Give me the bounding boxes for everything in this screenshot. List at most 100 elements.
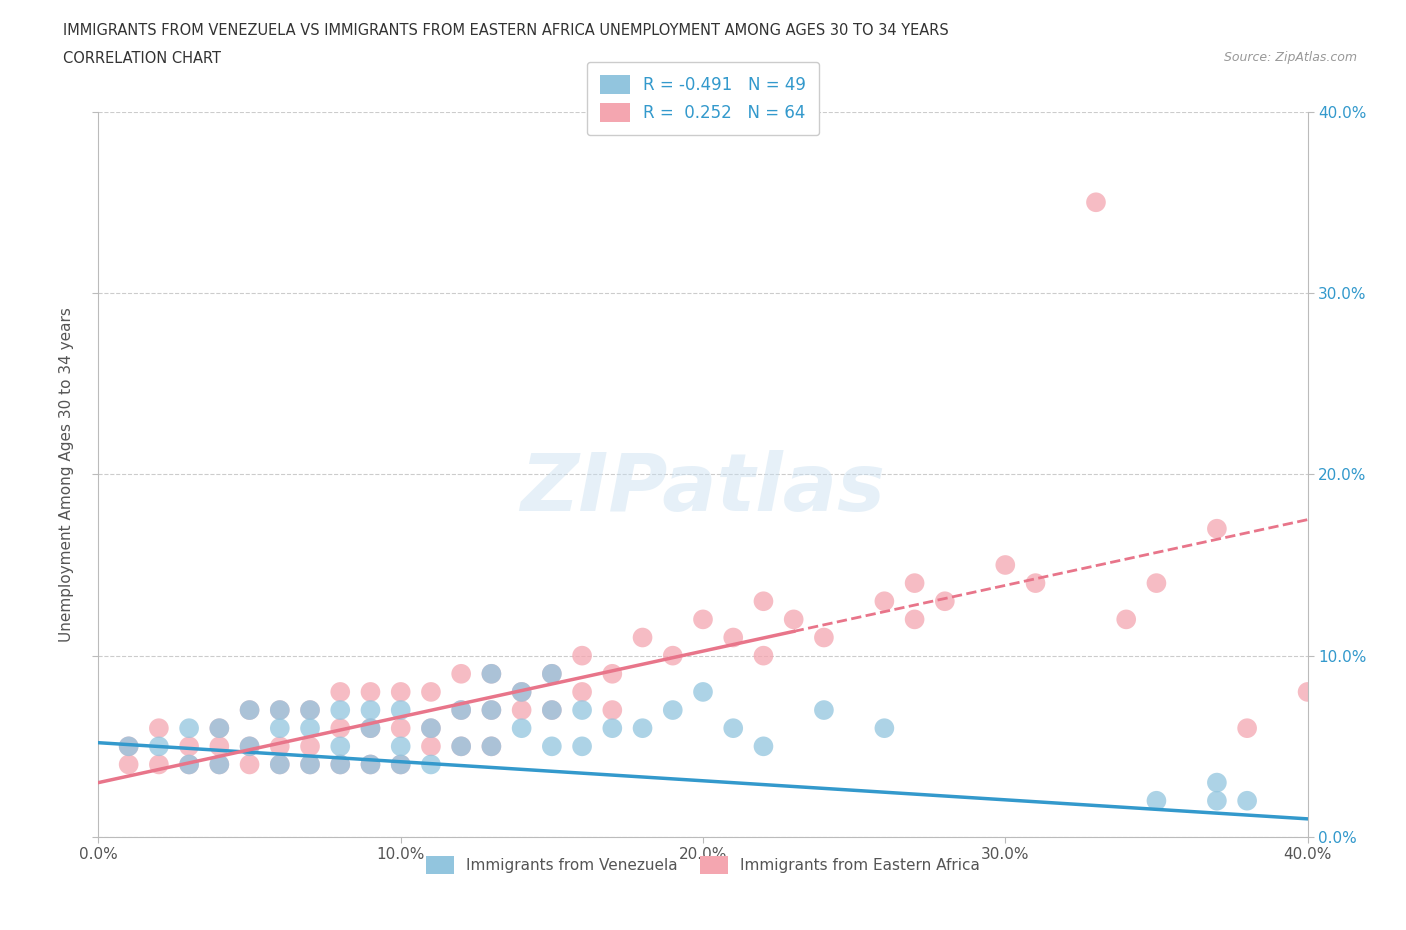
Point	[1206, 776, 1229, 790]
Point	[389, 757, 412, 772]
Point	[481, 667, 503, 682]
Point	[602, 667, 624, 682]
Point	[299, 703, 322, 718]
Point	[752, 648, 775, 663]
Point	[389, 703, 412, 718]
Point	[179, 757, 201, 772]
Point	[1144, 576, 1167, 591]
Point	[540, 738, 562, 753]
Point	[571, 738, 593, 753]
Legend: Immigrants from Venezuela, Immigrants from Eastern Africa: Immigrants from Venezuela, Immigrants fr…	[420, 850, 986, 880]
Point	[904, 612, 927, 627]
Point	[269, 721, 291, 736]
Point	[602, 703, 624, 718]
Point	[389, 721, 412, 736]
Point	[118, 738, 141, 753]
Point	[239, 738, 262, 753]
Point	[1296, 684, 1319, 699]
Point	[510, 721, 533, 736]
Point	[360, 757, 382, 772]
Point	[118, 738, 141, 753]
Text: ZIPatlas: ZIPatlas	[520, 450, 886, 528]
Point	[299, 721, 322, 736]
Point	[148, 738, 170, 753]
Point	[783, 612, 806, 627]
Point	[420, 738, 443, 753]
Point	[481, 703, 503, 718]
Point	[420, 721, 443, 736]
Point	[631, 631, 654, 645]
Point	[269, 738, 291, 753]
Point	[239, 738, 262, 753]
Point	[661, 703, 683, 718]
Point	[299, 757, 322, 772]
Point	[1024, 576, 1046, 591]
Point	[360, 721, 382, 736]
Point	[540, 667, 562, 682]
Point	[661, 648, 683, 663]
Point	[752, 594, 775, 609]
Point	[329, 684, 352, 699]
Point	[299, 738, 322, 753]
Point	[481, 703, 503, 718]
Point	[118, 757, 141, 772]
Point	[602, 721, 624, 736]
Point	[269, 757, 291, 772]
Point	[329, 738, 352, 753]
Point	[540, 703, 562, 718]
Point	[389, 684, 412, 699]
Point	[450, 667, 472, 682]
Point	[329, 757, 352, 772]
Point	[269, 703, 291, 718]
Point	[752, 738, 775, 753]
Point	[420, 721, 443, 736]
Point	[571, 648, 593, 663]
Point	[420, 684, 443, 699]
Point	[360, 684, 382, 699]
Point	[239, 703, 262, 718]
Point	[1144, 793, 1167, 808]
Point	[723, 631, 745, 645]
Point	[329, 703, 352, 718]
Point	[481, 667, 503, 682]
Point	[269, 757, 291, 772]
Point	[329, 757, 352, 772]
Point	[481, 738, 503, 753]
Point	[540, 703, 562, 718]
Point	[631, 721, 654, 736]
Point	[904, 576, 927, 591]
Text: CORRELATION CHART: CORRELATION CHART	[63, 51, 221, 66]
Point	[450, 703, 472, 718]
Point	[813, 631, 835, 645]
Point	[873, 594, 896, 609]
Point	[148, 721, 170, 736]
Point	[723, 721, 745, 736]
Text: Source: ZipAtlas.com: Source: ZipAtlas.com	[1223, 51, 1357, 64]
Point	[239, 703, 262, 718]
Point	[389, 757, 412, 772]
Point	[179, 721, 201, 736]
Point	[994, 558, 1017, 573]
Point	[1115, 612, 1137, 627]
Point	[571, 703, 593, 718]
Point	[510, 684, 533, 699]
Point	[450, 738, 472, 753]
Point	[208, 757, 231, 772]
Point	[360, 757, 382, 772]
Point	[450, 703, 472, 718]
Point	[299, 757, 322, 772]
Point	[813, 703, 835, 718]
Point	[420, 757, 443, 772]
Point	[360, 703, 382, 718]
Point	[208, 757, 231, 772]
Point	[1206, 793, 1229, 808]
Point	[360, 721, 382, 736]
Point	[208, 738, 231, 753]
Point	[389, 738, 412, 753]
Point	[329, 721, 352, 736]
Point	[873, 721, 896, 736]
Point	[1236, 721, 1258, 736]
Point	[934, 594, 956, 609]
Point	[571, 684, 593, 699]
Y-axis label: Unemployment Among Ages 30 to 34 years: Unemployment Among Ages 30 to 34 years	[59, 307, 75, 642]
